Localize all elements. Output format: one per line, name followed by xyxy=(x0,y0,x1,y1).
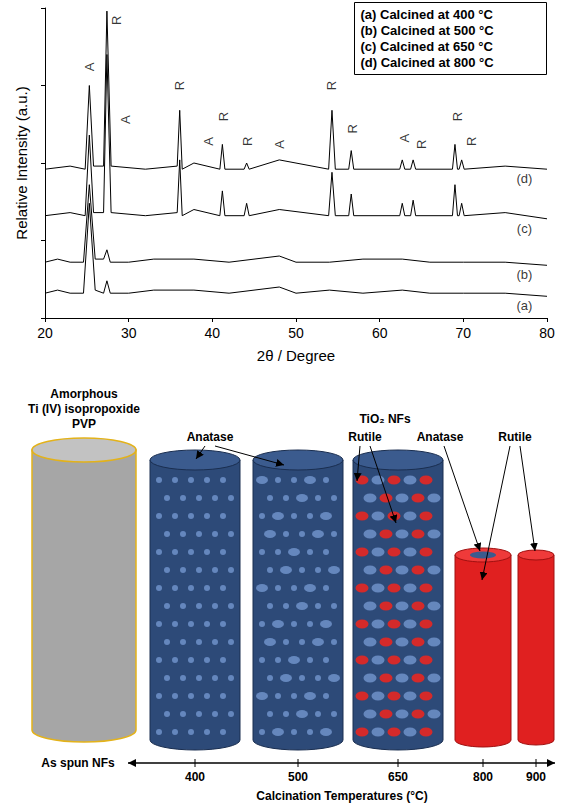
svg-text:40: 40 xyxy=(205,325,221,341)
svg-text:(a) Calcined at 400 °C: (a) Calcined at 400 °C xyxy=(361,7,494,22)
svg-text:(c) Calcined at 650 °C: (c) Calcined at 650 °C xyxy=(361,39,494,54)
svg-text:R: R xyxy=(450,112,465,121)
svg-text:R: R xyxy=(109,16,124,25)
svg-text:Rutile: Rutile xyxy=(498,430,532,444)
svg-text:TiO₂ NFs: TiO₂ NFs xyxy=(359,412,410,426)
svg-text:Calcination Temperatures (°C): Calcination Temperatures (°C) xyxy=(256,789,427,803)
svg-text:A: A xyxy=(201,137,216,146)
svg-text:80: 80 xyxy=(539,325,555,341)
svg-text:900: 900 xyxy=(526,770,546,784)
svg-text:50: 50 xyxy=(288,325,304,341)
svg-text:A: A xyxy=(82,62,97,71)
svg-text:A: A xyxy=(272,140,287,149)
svg-text:20: 20 xyxy=(37,325,53,341)
svg-text:(d): (d) xyxy=(516,171,532,186)
svg-text:60: 60 xyxy=(372,325,388,341)
svg-text:Anatase: Anatase xyxy=(187,430,234,444)
svg-text:A: A xyxy=(118,115,133,124)
svg-text:650: 650 xyxy=(388,770,408,784)
svg-text:Amorphous: Amorphous xyxy=(50,387,118,401)
svg-text:R: R xyxy=(172,81,187,90)
svg-text:800: 800 xyxy=(473,770,493,784)
svg-text:(c): (c) xyxy=(517,221,532,236)
svg-text:Rutile: Rutile xyxy=(348,430,382,444)
svg-text:70: 70 xyxy=(456,325,472,341)
svg-text:(b) Calcined at 500 °C: (b) Calcined at 500 °C xyxy=(361,23,495,38)
svg-text:R: R xyxy=(324,81,339,90)
svg-text:(b): (b) xyxy=(516,267,532,282)
svg-text:R: R xyxy=(464,137,479,146)
svg-text:R: R xyxy=(345,124,360,133)
svg-text:500: 500 xyxy=(288,770,308,784)
svg-text:PVP: PVP xyxy=(72,417,96,431)
svg-text:Relative Intensity (a.u.): Relative Intensity (a.u.) xyxy=(13,86,30,239)
svg-text:2θ / Degree: 2θ / Degree xyxy=(257,347,335,364)
svg-text:Anatase: Anatase xyxy=(417,430,464,444)
svg-text:(a): (a) xyxy=(516,298,532,313)
svg-text:As spun NFs: As spun NFs xyxy=(41,756,115,770)
svg-text:30: 30 xyxy=(121,325,137,341)
svg-text:Ti (IV) isopropoxide: Ti (IV) isopropoxide xyxy=(28,402,140,416)
svg-text:400: 400 xyxy=(185,770,205,784)
svg-text:R: R xyxy=(414,140,429,149)
svg-text:(d) Calcined at 800 °C: (d) Calcined at 800 °C xyxy=(361,55,495,70)
svg-text:A: A xyxy=(397,134,412,143)
svg-text:R: R xyxy=(216,112,231,121)
svg-text:R: R xyxy=(240,137,255,146)
